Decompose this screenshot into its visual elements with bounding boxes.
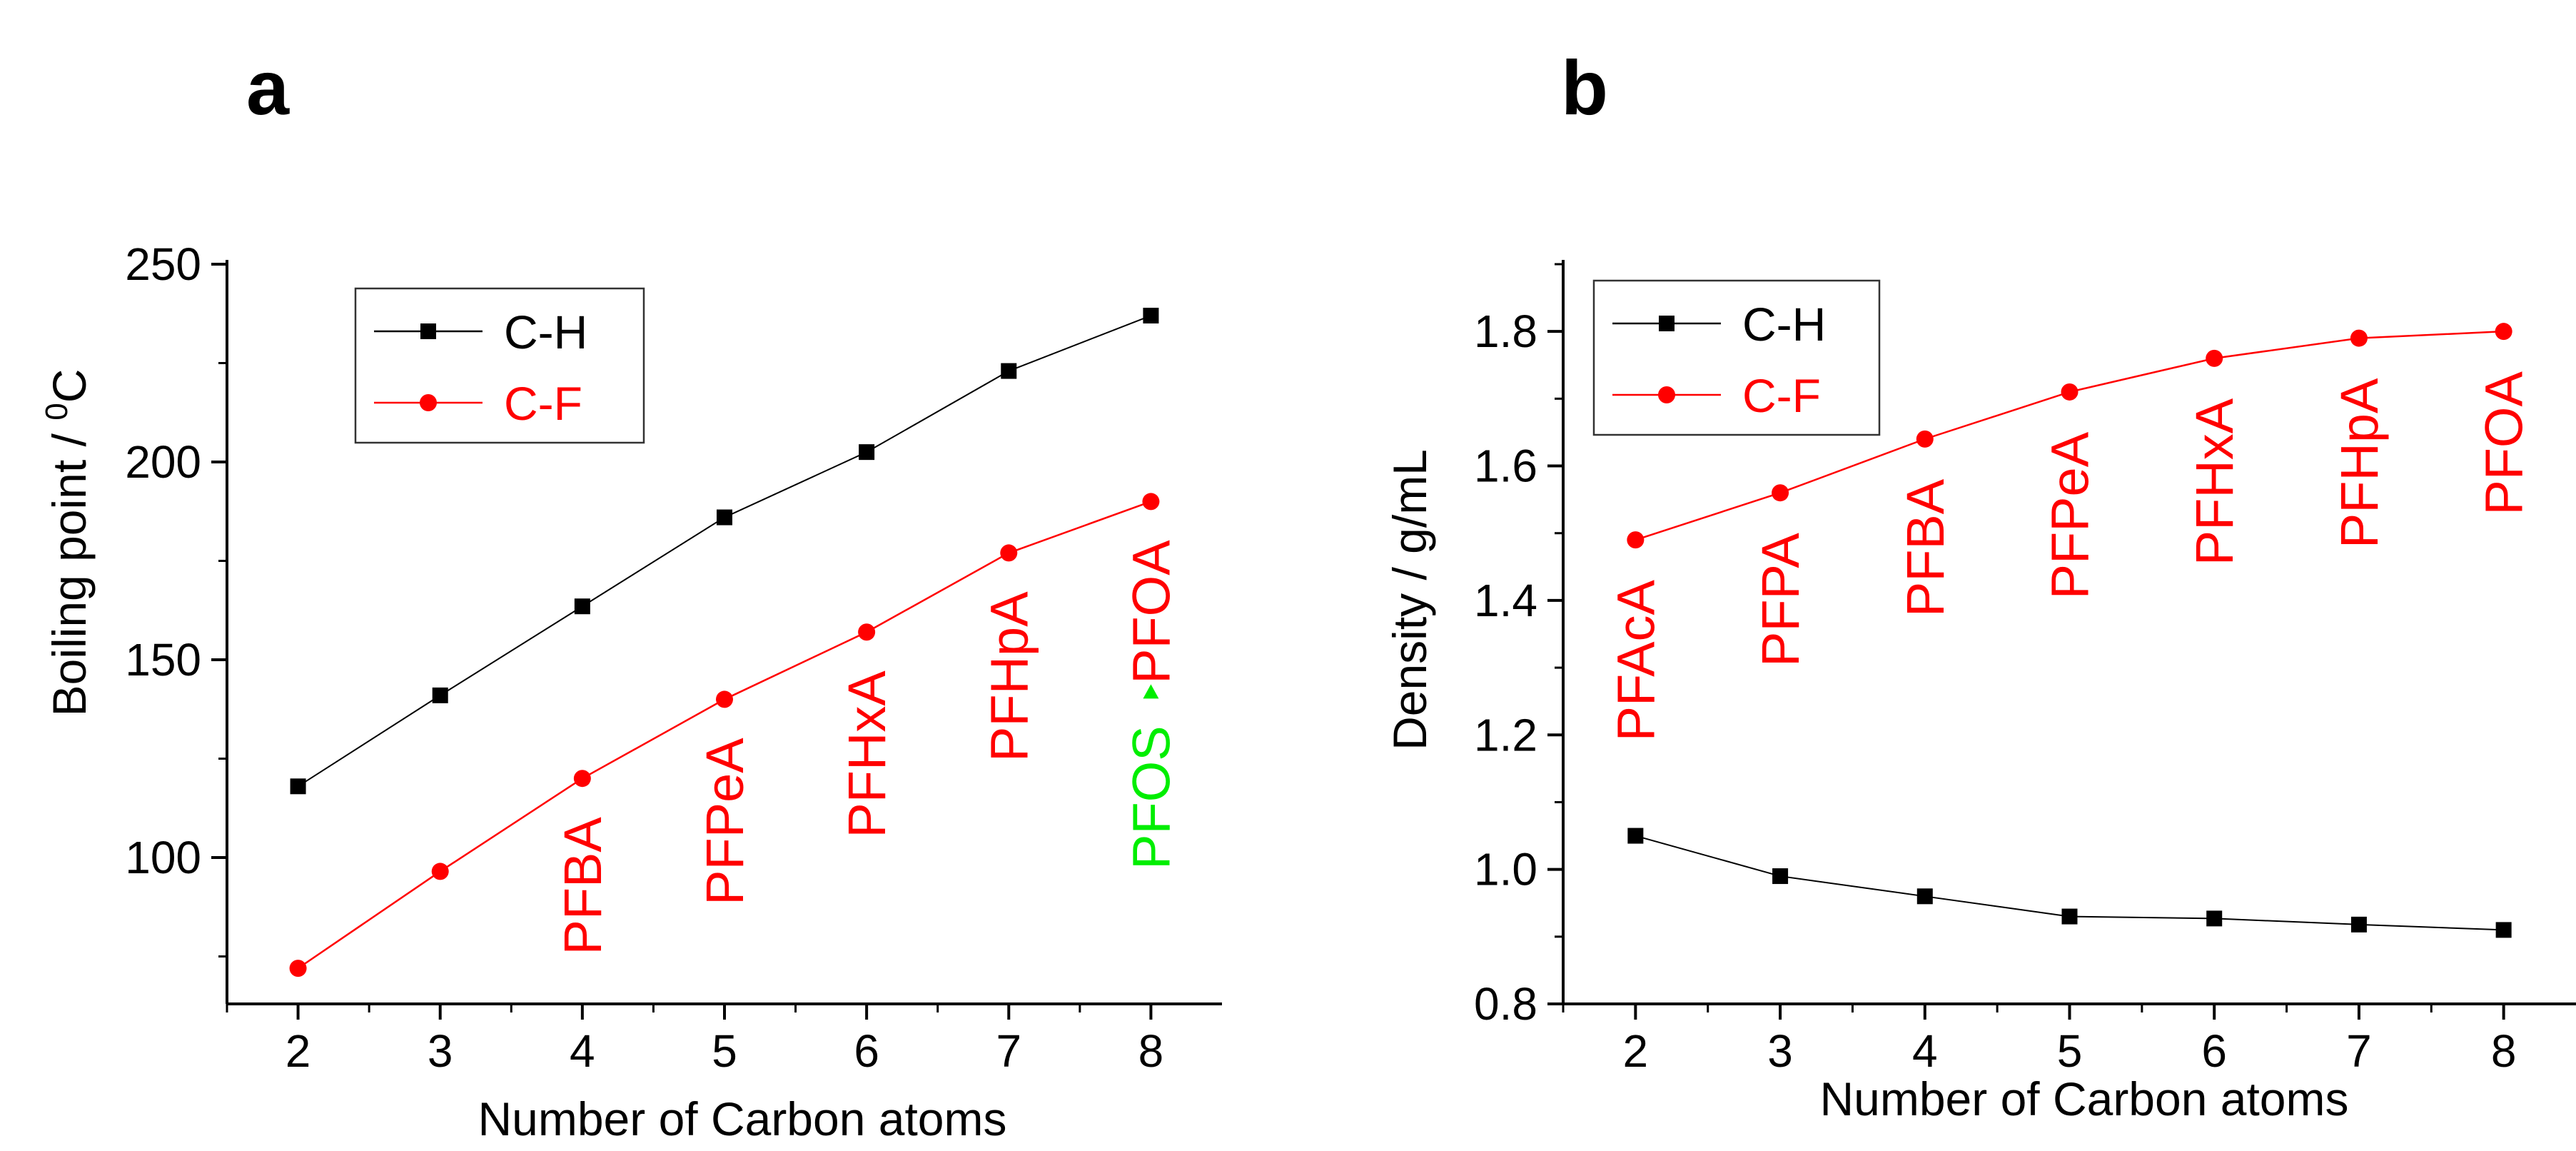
data-point-c-h xyxy=(574,598,590,615)
compound-label: PFHpA xyxy=(979,591,1039,762)
data-point-c-f xyxy=(431,863,449,880)
data-point-c-h xyxy=(1627,828,1644,844)
panel-label: b xyxy=(1561,44,1608,131)
y-tick-label: 200 xyxy=(125,436,201,488)
y-tick-label: 150 xyxy=(125,634,201,685)
data-point-c-h xyxy=(2206,910,2223,927)
y-axis-label: Density / g/mL xyxy=(1383,449,1436,750)
x-tick-label: 5 xyxy=(712,1025,737,1077)
compound-label: PFBA xyxy=(1896,478,1955,617)
y-tick-label: 1.8 xyxy=(1474,306,1537,357)
data-point-c-h xyxy=(432,687,448,703)
legend-label-c-f: C-F xyxy=(1742,369,1821,422)
x-tick-label: 4 xyxy=(1912,1025,1938,1077)
legend-marker-c-h xyxy=(420,323,436,339)
data-point-c-h xyxy=(290,778,306,795)
x-tick-label: 8 xyxy=(1138,1025,1164,1077)
legend: C-H C-F xyxy=(354,287,645,444)
x-tick-label: 4 xyxy=(570,1025,595,1077)
x-tick-label: 2 xyxy=(1623,1025,1649,1077)
compound-label: PFOS xyxy=(1121,725,1181,869)
legend-marker-c-f xyxy=(1658,386,1675,403)
x-tick-label: 2 xyxy=(286,1025,311,1077)
data-point-c-h xyxy=(717,509,732,526)
data-point-c-f xyxy=(573,770,591,788)
compound-label: PFPeA xyxy=(2041,431,2100,599)
legend-marker-c-h xyxy=(1659,316,1675,331)
y-tick-label: 1.0 xyxy=(1474,844,1537,895)
y-tick-label: 1.2 xyxy=(1474,709,1537,760)
x-axis-label: Number of Carbon atoms xyxy=(1820,1072,2349,1125)
data-point-c-f xyxy=(2206,349,2223,367)
legend: C-H C-F xyxy=(1592,279,1881,436)
data-point-c-h xyxy=(2495,922,2512,938)
chart-panel-b: b 2 3 4 5 6 7 8 0.8 1.0 1.2 1.4 1.6 1.8 Number of Carb… xyxy=(1383,44,2576,1125)
compound-label: PFHxA xyxy=(2185,398,2244,566)
data-point-c-f xyxy=(1627,531,1645,549)
y-tick-label: 250 xyxy=(125,238,201,290)
data-point-c-f xyxy=(2350,329,2368,347)
data-point-c-h xyxy=(1143,308,1159,324)
x-tick-label: 5 xyxy=(2057,1025,2083,1077)
x-tick-label: 8 xyxy=(2491,1025,2517,1077)
x-tick-label: 7 xyxy=(996,1025,1021,1077)
y-tick-label: 100 xyxy=(125,832,201,883)
data-point-c-f xyxy=(2061,383,2079,401)
data-point-c-h xyxy=(2350,916,2367,933)
compound-label: PFOA xyxy=(2475,371,2534,516)
panel-label: a xyxy=(246,44,290,131)
data-point-c-f xyxy=(2495,323,2512,341)
x-tick-label: 6 xyxy=(2201,1025,2227,1077)
legend-label-c-h: C-H xyxy=(504,306,587,358)
legend-label-c-f: C-F xyxy=(504,377,582,430)
y-tick-label: 1.6 xyxy=(1474,441,1537,492)
y-tick-label: 0.8 xyxy=(1474,978,1537,1030)
data-point-c-h xyxy=(1001,363,1017,379)
data-point-c-f xyxy=(1772,484,1789,502)
data-point-c-f xyxy=(1000,544,1018,562)
x-tick-label: 3 xyxy=(428,1025,453,1077)
compound-label: PFPA xyxy=(1751,533,1810,667)
y-axis-label: Boiling point / 0C xyxy=(39,369,96,717)
data-point-c-f xyxy=(1142,493,1160,511)
x-axis-label: Number of Carbon atoms xyxy=(478,1092,1007,1145)
data-point-c-h xyxy=(1772,868,1789,885)
compound-label: PFHxA xyxy=(837,670,896,838)
x-tick-label: 7 xyxy=(2346,1025,2372,1077)
data-point-pfos xyxy=(1143,684,1159,699)
data-point-c-f xyxy=(289,960,307,977)
x-tick-label: 6 xyxy=(854,1025,879,1077)
compound-label: PFBA xyxy=(553,817,612,955)
legend-label-c-h: C-H xyxy=(1742,298,1826,351)
data-point-c-f xyxy=(716,690,733,708)
data-point-c-h xyxy=(859,444,875,461)
compound-label: PFPeA xyxy=(695,738,754,905)
legend-box xyxy=(354,287,645,444)
data-point-c-f xyxy=(1916,430,1934,448)
data-point-c-h xyxy=(2061,908,2078,925)
legend-box xyxy=(1592,279,1881,436)
compound-label: PFOA xyxy=(1121,540,1181,684)
legend-marker-c-f xyxy=(420,394,437,411)
x-tick-label: 3 xyxy=(1767,1025,1793,1077)
y-tick-label: 1.4 xyxy=(1474,575,1537,626)
data-point-c-f xyxy=(858,623,876,641)
compound-label: PFHpA xyxy=(2330,378,2389,548)
data-point-c-h xyxy=(1916,888,1933,905)
compound-label: PFAcA xyxy=(1606,580,1665,742)
chart-panel-a: a 2 3 4 5 6 7 8 100 150 200 250 Number of Carbon ato… xyxy=(39,44,1222,1145)
